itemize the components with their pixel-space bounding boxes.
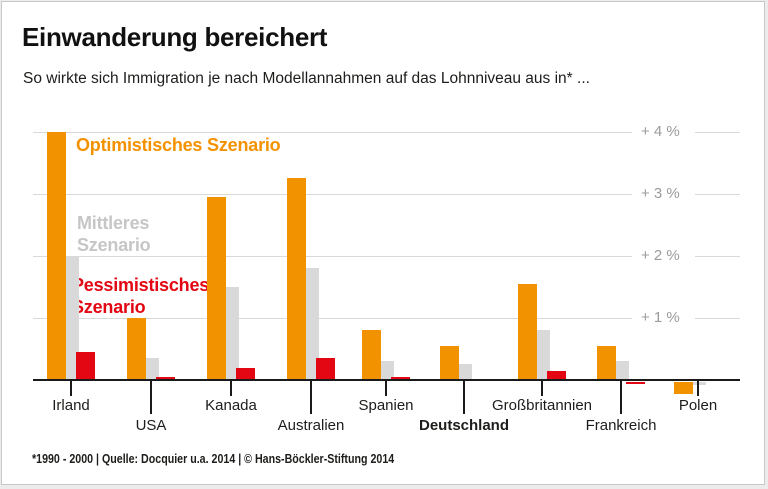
y-gridline [695,256,740,257]
tick-mark [150,381,152,414]
chart-canvas: + 1 % + 2 % + 3 % + 4 % Irland USA Kanada Austr… [2,2,764,484]
y-gridline [33,132,632,133]
tick-mark [697,381,699,396]
x-axis-label: Australien [277,417,345,434]
bar-optimistisches-gro-britannien [518,284,537,380]
bar-mittleres-usa [146,358,159,380]
x-axis-line [33,379,740,381]
x-axis-label: Deutschland [418,417,510,434]
x-axis-label: Großbritannien [491,397,593,414]
bar-mittleres-gro-britannien [537,330,550,380]
bar-optimistisches-kanada [207,197,226,380]
bar-mittleres-spanien [381,361,394,380]
bar-pessimistisches-usa [156,377,175,380]
x-axis-label: Polen [678,397,718,414]
bar-mittleres-deutschland [459,364,472,380]
bar-mittleres-kanada [226,287,239,380]
bar-optimistisches-irland [47,132,66,380]
tick-mark [310,381,312,414]
tick-mark [70,381,72,396]
y-gridline [33,318,632,319]
bar-optimistisches-frankreich [597,346,616,380]
legend-item-middle: Mittleres Szenario [77,213,151,255]
y-gridline [33,194,632,195]
y-gridline [695,318,740,319]
bar-mittleres-irland [66,256,79,380]
tick-mark [541,381,543,396]
bar-mittleres-frankreich [616,361,629,380]
y-axis-label: + 3 % [641,185,680,202]
y-gridline [33,256,632,257]
bar-mittleres-polen [693,382,706,385]
tick-mark [385,381,387,396]
bar-optimistisches-deutschland [440,346,459,380]
y-axis-label: + 1 % [641,309,680,326]
bar-pessimistisches-kanada [236,368,255,380]
y-axis-label: + 2 % [641,247,680,264]
bar-mittleres-australien [306,268,319,380]
bar-pessimistisches-australien [316,358,335,380]
legend-item-pessimistic: Pessimistisches Szenario [72,275,210,317]
page-title: Einwanderung bereichert [22,22,328,52]
bar-pessimistisches-gro-britannien [547,371,566,380]
tick-mark [620,381,622,414]
bar-optimistisches-spanien [362,330,381,380]
x-axis-label: Frankreich [585,417,657,434]
tick-mark [463,381,465,414]
bar-optimistisches-polen [674,382,693,394]
source-note: *1990 - 2000 | Quelle: Docquier u.a. 201… [32,451,395,466]
x-axis-label: USA [135,417,167,434]
y-gridline [695,194,740,195]
bar-pessimistisches-spanien [391,377,410,380]
x-axis-label: Kanada [205,397,257,414]
bar-pessimistisches-frankreich [626,382,645,384]
x-axis-label: Irland [52,397,90,414]
bar-optimistisches-australien [287,178,306,380]
bar-optimistisches-usa [127,318,146,380]
x-axis-label: Spanien [358,397,414,414]
chart-subtitle: So wirkte sich Immigration je nach Model… [23,70,590,87]
y-gridline [695,132,740,133]
legend-item-optimistic: Optimistisches Szenario [76,135,281,155]
y-axis-label: + 4 % [641,123,680,140]
tick-mark [230,381,232,396]
bar-pessimistisches-irland [76,352,95,380]
